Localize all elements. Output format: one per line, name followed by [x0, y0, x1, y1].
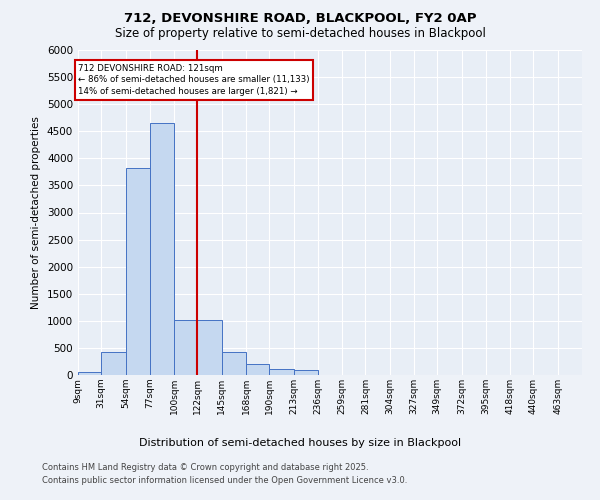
- Text: Contains public sector information licensed under the Open Government Licence v3: Contains public sector information licen…: [42, 476, 407, 485]
- Bar: [125, 168, 150, 375]
- Bar: [197, 320, 221, 375]
- Text: 712, DEVONSHIRE ROAD, BLACKPOOL, FY2 0AP: 712, DEVONSHIRE ROAD, BLACKPOOL, FY2 0AP: [124, 12, 476, 26]
- Bar: [246, 364, 269, 375]
- Text: Size of property relative to semi-detached houses in Blackpool: Size of property relative to semi-detach…: [115, 28, 485, 40]
- Text: Distribution of semi-detached houses by size in Blackpool: Distribution of semi-detached houses by …: [139, 438, 461, 448]
- Bar: [221, 352, 246, 375]
- Bar: [150, 123, 174, 375]
- Text: Contains HM Land Registry data © Crown copyright and database right 2025.: Contains HM Land Registry data © Crown c…: [42, 464, 368, 472]
- Y-axis label: Number of semi-detached properties: Number of semi-detached properties: [31, 116, 41, 309]
- Bar: [269, 369, 293, 375]
- Bar: [293, 370, 318, 375]
- Bar: [101, 352, 125, 375]
- Text: 712 DEVONSHIRE ROAD: 121sqm
← 86% of semi-detached houses are smaller (11,133)
1: 712 DEVONSHIRE ROAD: 121sqm ← 86% of sem…: [78, 64, 310, 96]
- Bar: [174, 320, 197, 375]
- Bar: [78, 372, 101, 375]
